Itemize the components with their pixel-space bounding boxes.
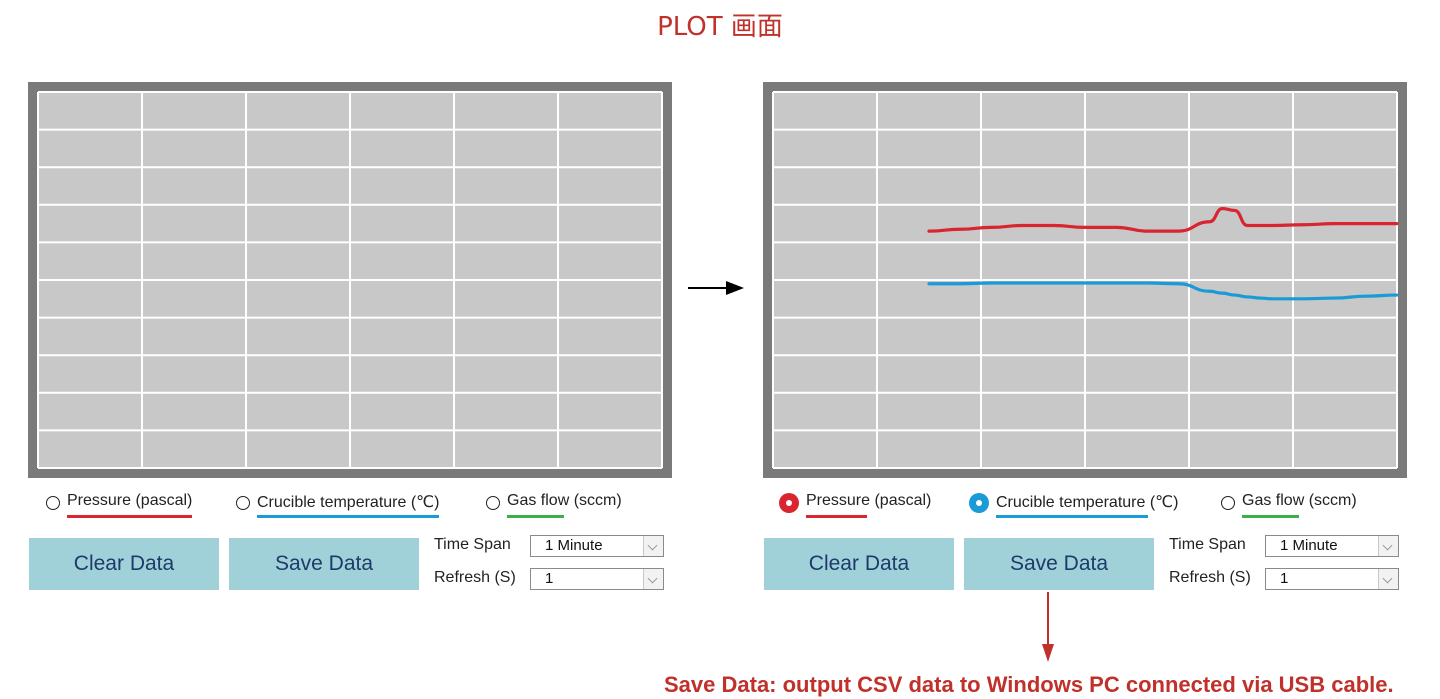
time-span-value: 1 Minute: [545, 537, 603, 554]
time-span-value: 1 Minute: [1280, 537, 1338, 554]
time-span-select[interactable]: 1 Minute: [530, 535, 664, 557]
legend-temperature[interactable]: Crucible temperature (℃): [236, 492, 440, 520]
save-data-button[interactable]: Save Data: [229, 538, 419, 590]
legend-temperature-label: Crucible temperature (℃): [996, 494, 1179, 511]
series-line-0: [927, 206, 1399, 233]
series-line-1: [927, 281, 1399, 301]
clear-data-button[interactable]: Clear Data: [764, 538, 954, 590]
page-title: PLOT 画面: [657, 12, 783, 42]
refresh-select[interactable]: 1: [1265, 568, 1399, 590]
clear-data-button[interactable]: Clear Data: [29, 538, 219, 590]
pressure-underline: [806, 515, 868, 518]
legend-temperature-label: Crucible temperature (℃): [257, 494, 440, 511]
gasflow-underline: [1242, 515, 1299, 518]
chevron-down-icon[interactable]: [1378, 569, 1398, 589]
plot-panel-after: Pressure (pascal) Crucible temperature (…: [763, 82, 1407, 600]
legend-gasflow[interactable]: Gas flow (sccm): [486, 492, 622, 520]
radio-pressure-checked[interactable]: [779, 493, 799, 513]
legend-temperature[interactable]: Crucible temperature (℃): [969, 492, 1178, 520]
plot-area: [28, 82, 672, 478]
chevron-down-icon[interactable]: [1378, 536, 1398, 556]
save-data-note: Save Data: output CSV data to Windows PC…: [664, 672, 1394, 697]
radio-pressure[interactable]: [46, 496, 60, 510]
chevron-down-icon[interactable]: [643, 536, 663, 556]
legend-pressure[interactable]: Pressure (pascal): [46, 492, 193, 520]
gasflow-underline: [507, 515, 564, 518]
legend-pressure-label: Pressure (pascal): [67, 492, 193, 509]
radio-gasflow[interactable]: [1221, 496, 1235, 510]
refresh-label: Refresh (S): [434, 569, 516, 586]
radio-temperature[interactable]: [236, 496, 250, 510]
chevron-down-icon[interactable]: [643, 569, 663, 589]
pressure-underline: [67, 515, 193, 518]
time-span-label: Time Span: [434, 536, 511, 553]
refresh-value: 1: [1280, 570, 1289, 587]
plot-area: [763, 82, 1407, 478]
arrow-down-icon: [1042, 592, 1054, 662]
refresh-select[interactable]: 1: [530, 568, 664, 590]
refresh-label: Refresh (S): [1169, 569, 1251, 586]
plot-chart: [772, 91, 1399, 469]
legend-gasflow[interactable]: Gas flow (sccm): [1221, 492, 1357, 520]
time-span-select[interactable]: 1 Minute: [1265, 535, 1399, 557]
temperature-underline: [996, 515, 1149, 518]
refresh-value: 1: [545, 570, 554, 587]
legend-pressure[interactable]: Pressure (pascal): [779, 492, 931, 520]
plot-panel-before: Pressure (pascal) Crucible temperature (…: [28, 82, 672, 600]
radio-gasflow[interactable]: [486, 496, 500, 510]
save-data-button[interactable]: Save Data: [964, 538, 1154, 590]
time-span-label: Time Span: [1169, 536, 1246, 553]
legend-pressure-label: Pressure (pascal): [806, 492, 932, 509]
plot-grid: [37, 91, 663, 469]
temperature-underline: [257, 515, 440, 518]
legend-gasflow-label: Gas flow (sccm): [1242, 492, 1357, 509]
arrow-right-icon: [688, 281, 744, 295]
legend-gasflow-label: Gas flow (sccm): [507, 492, 622, 509]
radio-temperature-checked[interactable]: [969, 493, 989, 513]
